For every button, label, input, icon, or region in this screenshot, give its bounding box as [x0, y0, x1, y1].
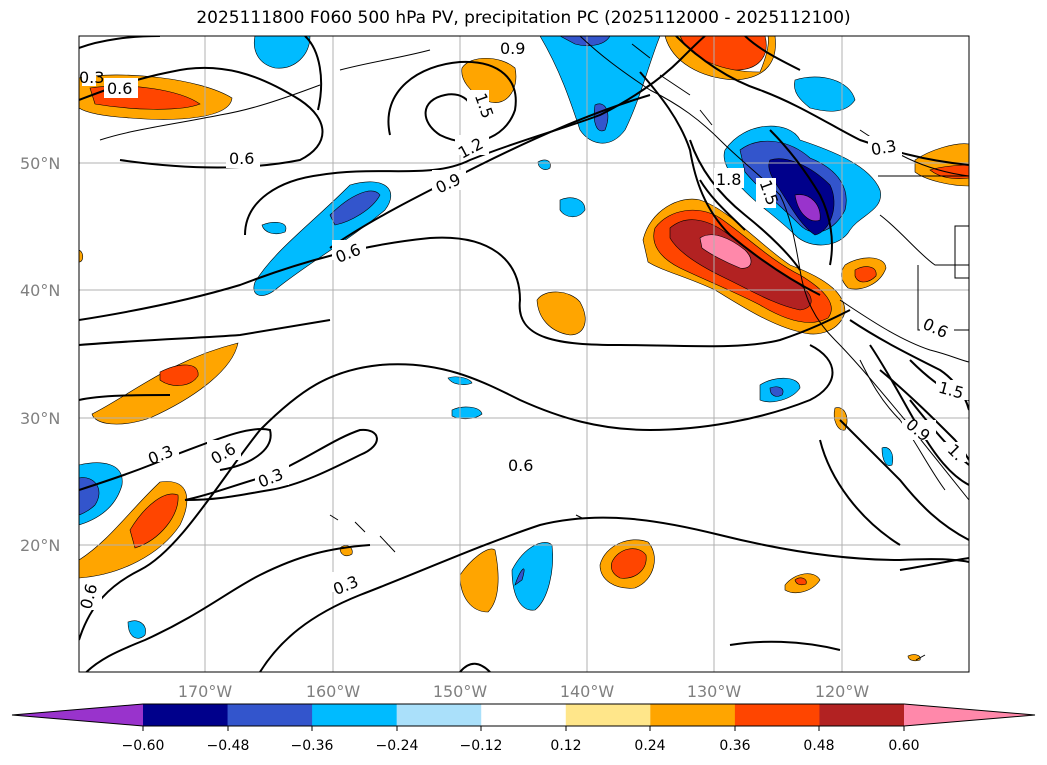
colorbar-tick: −0.36 [291, 738, 334, 754]
colorbar-tick: −0.48 [207, 738, 250, 754]
colorbar-tick: 0.12 [550, 738, 581, 754]
precip-area-positive [159, 364, 199, 386]
colorbar-segment [312, 704, 398, 726]
contour-label: 0.6 [229, 149, 254, 168]
colorbar-segment [481, 704, 567, 726]
page-title: 2025111800 F060 500 hPa PV, precipitatio… [196, 8, 851, 28]
colorbar-extend-max [904, 704, 1035, 726]
lon-label-150w: 150°W [433, 682, 488, 701]
colorbar-segment [734, 704, 820, 726]
lat-label-50n: 50°N [20, 154, 60, 173]
precip-area-negative [451, 406, 483, 420]
lon-label-170w: 170°W [178, 682, 233, 701]
latitude-labels: 50°N 40°N 30°N 20°N [20, 154, 60, 555]
precip-area-positive [129, 493, 179, 549]
precip-area-negative [79, 477, 100, 516]
lon-label-130w: 130°W [687, 682, 742, 701]
contour-label: 0.9 [500, 39, 525, 58]
precip-area-positive [459, 548, 499, 613]
colorbar: −0.60 −0.48 −0.36 −0.24 −0.12 0.12 0.24 … [11, 703, 1036, 754]
contour-label: 0.3 [869, 136, 897, 159]
colorbar-segment [227, 704, 313, 726]
precip-area-negative [794, 194, 821, 222]
precip-area-negative [881, 447, 893, 466]
contour-label: 0.6 [508, 456, 533, 475]
colorbar-segment [819, 704, 905, 726]
colorbar-tick: 0.36 [719, 738, 750, 754]
contour-label: 1.8 [716, 170, 741, 189]
colorbar-segment [565, 704, 651, 726]
precip-area-positive [610, 548, 647, 579]
colorbar-extend-min [12, 704, 143, 726]
precip-area-negative [769, 386, 784, 397]
colorbar-tick: 0.48 [803, 738, 834, 754]
precip-area-negative [261, 222, 287, 235]
colorbar-tick: −0.60 [122, 738, 165, 754]
precip-area-positive [794, 577, 807, 586]
colorbar-tick: 0.60 [888, 738, 919, 754]
precip-area-negative [537, 159, 551, 170]
precip-area-negative [514, 568, 525, 586]
lat-label-20n: 20°N [20, 536, 60, 555]
precip-area-negative [254, 36, 311, 69]
colorbar-segment [396, 704, 482, 726]
lon-label-140w: 140°W [560, 682, 615, 701]
precip-area-positive [536, 291, 586, 336]
precip-area-positive [91, 342, 239, 425]
pv-contours [79, 36, 969, 672]
colorbar-tick: 0.24 [634, 738, 665, 754]
lon-label-160w: 160°W [306, 682, 361, 701]
map-frame [78, 35, 970, 673]
colorbar-tick: −0.24 [376, 738, 419, 754]
precip-area-negative [329, 190, 381, 226]
colorbar-segment [650, 704, 736, 726]
precip-area-positive [854, 266, 877, 283]
longitude-labels: 170°W 160°W 150°W 140°W 130°W 120°W [178, 682, 870, 701]
precip-area-negative [127, 620, 146, 639]
lon-label-120w: 120°W [815, 682, 870, 701]
colorbar-segment [143, 704, 229, 726]
colorbar-tick: −0.12 [460, 738, 503, 754]
contour-label: 0.6 [107, 79, 132, 98]
precip-area-negative [559, 197, 586, 218]
contour-label: 0.6 [76, 582, 101, 612]
contour-label: 0.3 [79, 68, 104, 87]
precip-area-negative [794, 76, 856, 112]
lat-label-40n: 40°N [20, 281, 60, 300]
lat-label-30n: 30°N [20, 409, 60, 428]
precip-area-negative [539, 36, 661, 144]
